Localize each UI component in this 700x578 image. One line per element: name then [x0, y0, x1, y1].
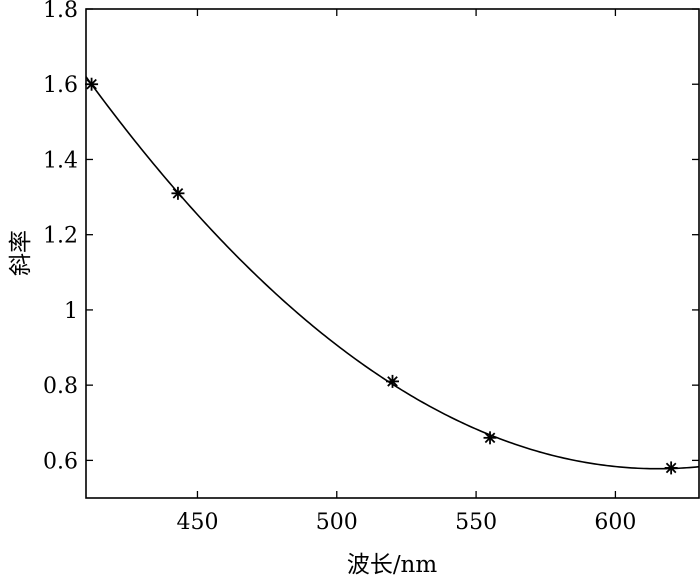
data-point-marker — [171, 186, 185, 200]
data-point-marker — [664, 461, 678, 475]
fit-curve-line — [85, 76, 700, 470]
y-tick-label: 1.2 — [43, 224, 78, 249]
y-tick-label: 0.6 — [43, 449, 78, 474]
data-point-marker — [85, 77, 99, 91]
x-axis-title: 波长/nm — [347, 552, 438, 578]
plot-frame — [85, 8, 700, 499]
y-tick-label: 0.8 — [43, 374, 78, 399]
y-tick-label: 1.4 — [43, 148, 78, 173]
x-tick-label: 500 — [316, 510, 358, 535]
y-tick-label: 1.6 — [43, 73, 78, 98]
x-tick-label: 550 — [455, 510, 497, 535]
data-point-marker — [386, 374, 399, 388]
x-tick-label: 600 — [594, 510, 636, 535]
y-axis-title: 斜率 — [8, 230, 34, 276]
data-markers — [85, 77, 678, 475]
x-tick-label: 450 — [176, 510, 218, 535]
y-axis-ticks: 0.6 0.8 1 1.2 1.4 1.6 1.8 — [43, 0, 699, 474]
data-point-marker — [483, 431, 497, 445]
y-tick-label: 1 — [64, 299, 78, 324]
y-tick-label: 1.8 — [43, 0, 78, 23]
x-axis-ticks: 450 500 550 600 — [176, 9, 636, 535]
